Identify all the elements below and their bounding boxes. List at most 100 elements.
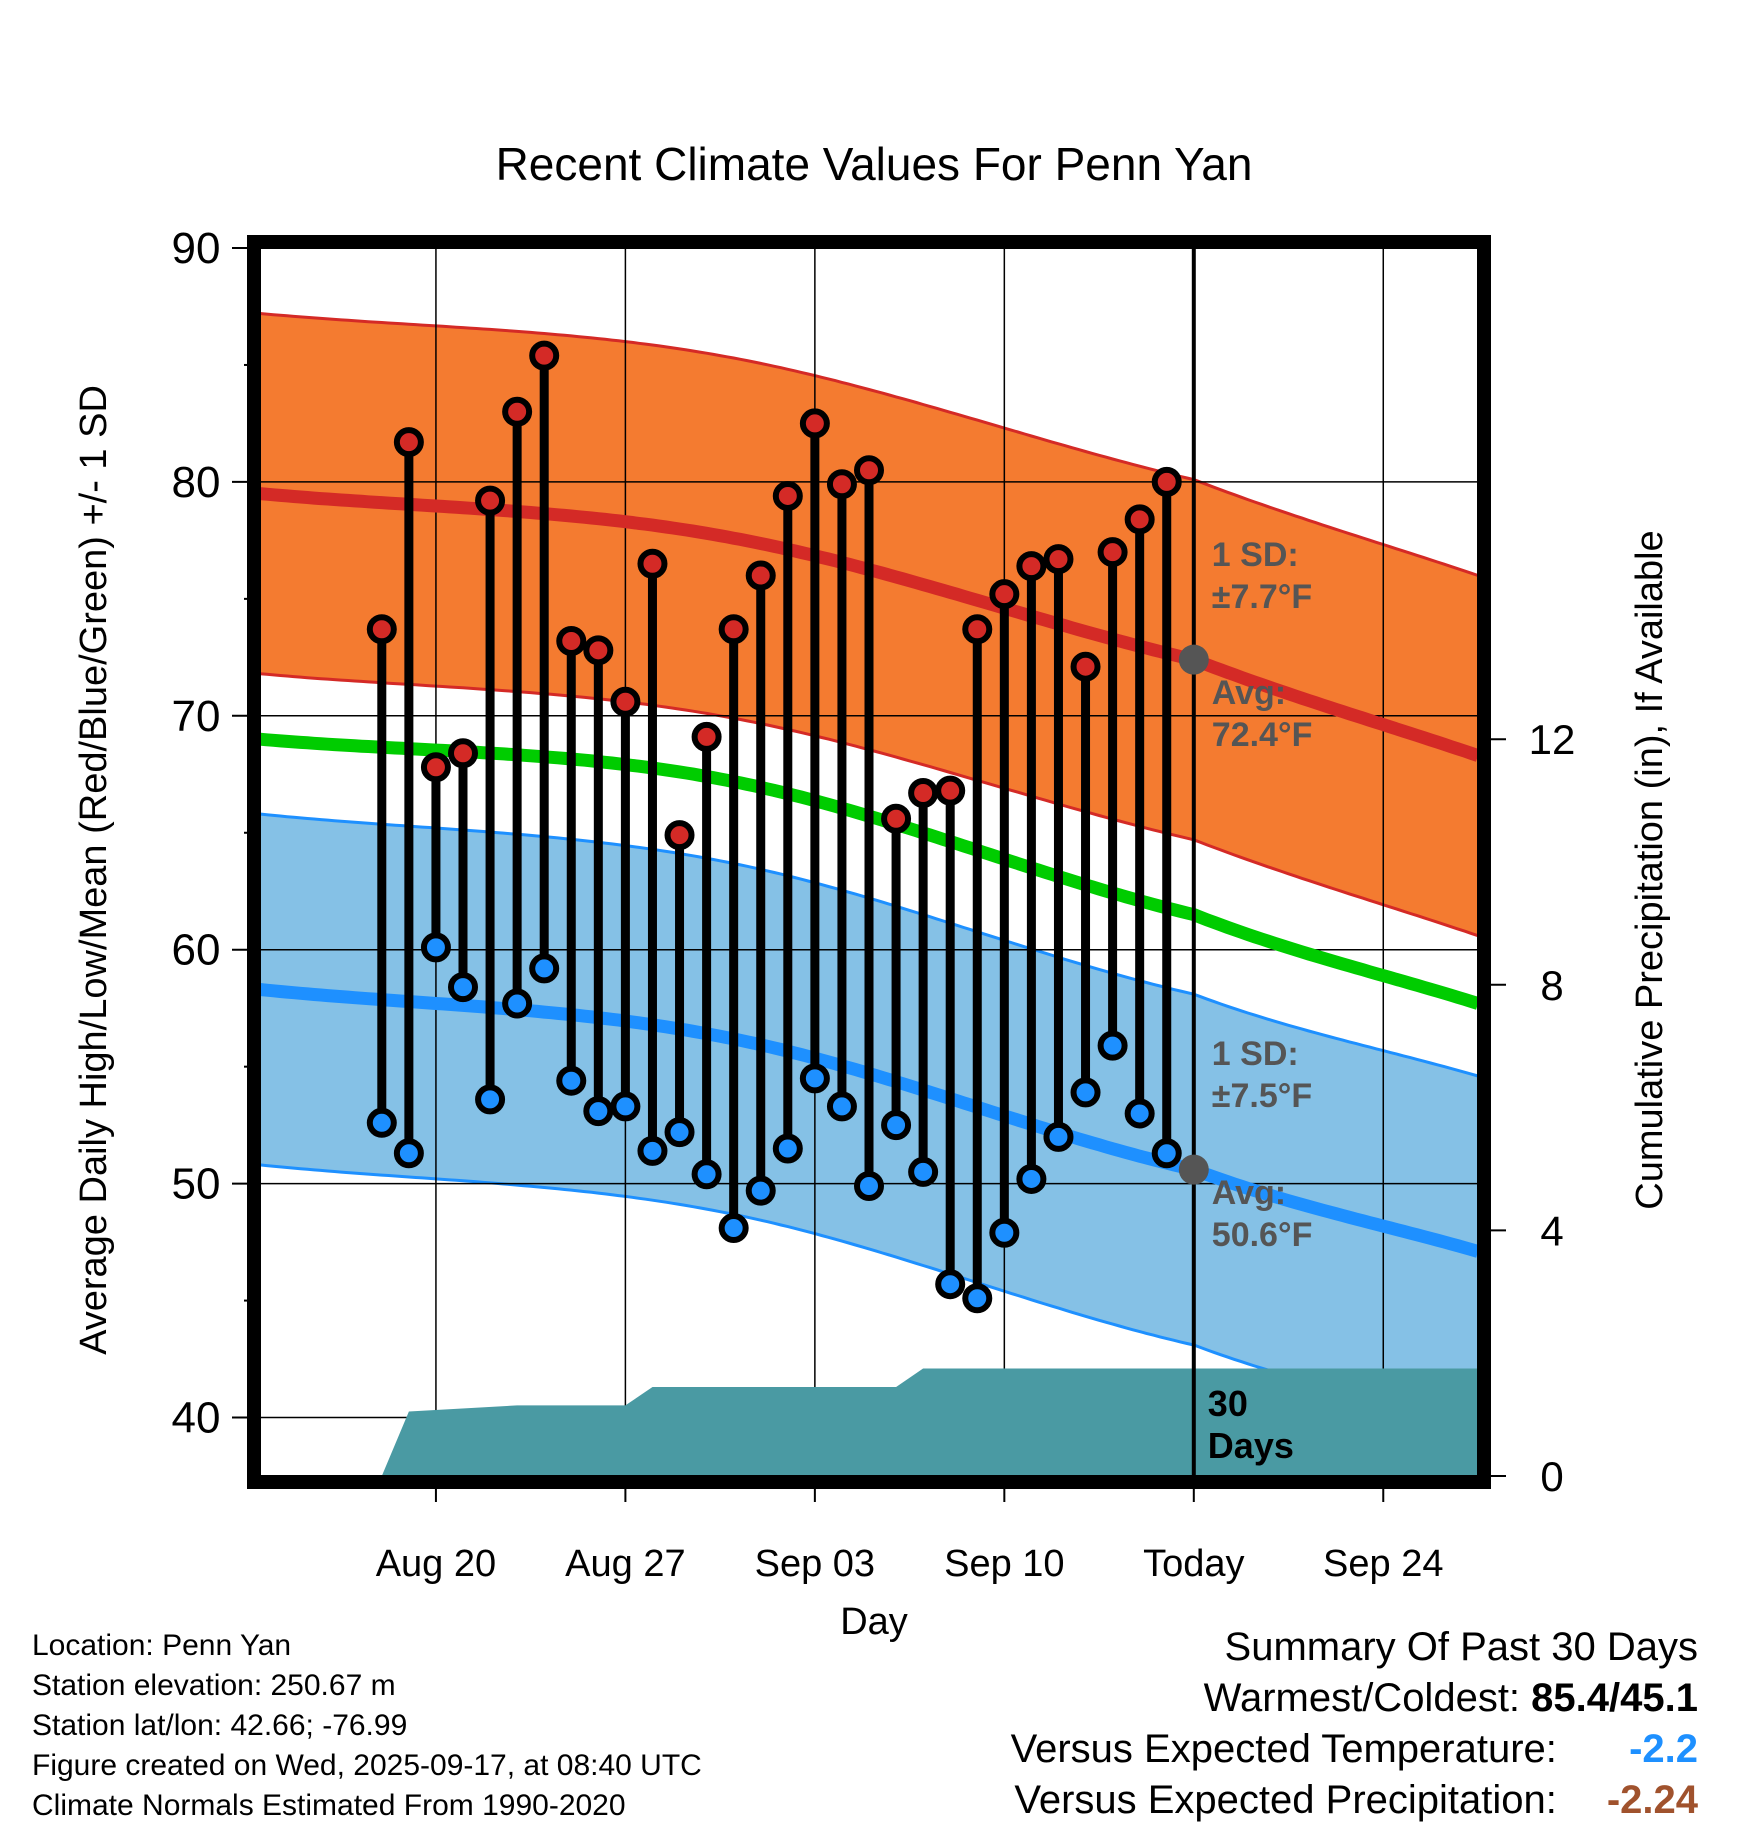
y-tick-label-70: 70 (172, 692, 221, 741)
day-record (799, 408, 830, 1094)
day-record (935, 775, 966, 1300)
daily-high-point (420, 752, 451, 783)
daily-low-point (772, 1133, 803, 1164)
day-record (826, 469, 857, 1122)
summary-warmest-row: Warmest/Coldest: 85.4/45.1 (1011, 1673, 1698, 1724)
daily-high-point (475, 485, 506, 516)
daily-low-point (826, 1091, 857, 1122)
day-record (664, 820, 695, 1148)
day-record (448, 738, 478, 1003)
day-record (529, 340, 560, 984)
daily-high-point (799, 408, 830, 439)
daily-low-point (718, 1213, 749, 1244)
daily-low-point (962, 1283, 993, 1314)
y2-tick-label-12: 12 (1529, 716, 1576, 763)
period-label-number: 30 (1208, 1383, 1248, 1424)
day-record (502, 396, 533, 1019)
precip-layer (260, 248, 1478, 1476)
day-record (854, 455, 884, 1201)
daily-high-point (854, 455, 884, 486)
day-record (691, 721, 722, 1190)
annotation-layer: 1 SD: ±7.7°F Avg: 72.4°F 1 SD: ±7.5°F Avg: 50.6… (1178, 536, 1312, 1466)
daily-low-point (448, 972, 478, 1003)
y-axis-label: Average Daily High/Low/Mean (Red/Blue/Gr… (73, 385, 115, 1355)
footer-created: Figure created on Wed, 2025-09-17, at 08… (32, 1749, 702, 1782)
daily-high-point (908, 777, 939, 808)
x-tick-label: Sep 10 (944, 1543, 1064, 1585)
low-avg-label: Avg: (1212, 1174, 1286, 1212)
day-record (1070, 651, 1101, 1108)
daily-low-point (366, 1107, 397, 1138)
daily-low-point (1151, 1138, 1182, 1169)
daily-low-point (583, 1096, 614, 1127)
day-record (962, 614, 993, 1314)
y-tick-label-90: 90 (172, 224, 221, 273)
x-axis-label: Day (840, 1601, 908, 1643)
daily-high-point (1151, 466, 1182, 497)
daily-high-point (962, 614, 993, 645)
daily-low-point (475, 1084, 506, 1115)
daily-low-point (529, 953, 560, 984)
summary-precip-row: Versus Expected Precipitation: -2.24 (1011, 1775, 1698, 1826)
daily-low-point (745, 1175, 776, 1206)
x-tick-label: Sep 24 (1323, 1543, 1443, 1585)
x-tick-label: Aug 27 (565, 1543, 685, 1585)
daily-high-point (529, 340, 560, 371)
y2-tick-label-4: 4 (1540, 1207, 1563, 1254)
daily-low-point (1016, 1163, 1047, 1194)
summary-panel: Summary Of Past 30 Days Warmest/Coldest:… (1011, 1622, 1698, 1826)
daily-high-point (1016, 551, 1047, 582)
daily-high-point (718, 614, 749, 645)
footer-elevation: Station elevation: 250.67 m (32, 1669, 396, 1702)
today-low-normal-marker (1178, 1154, 1209, 1185)
daily-low-point (556, 1065, 587, 1096)
day-record (475, 485, 506, 1115)
y2-tick-label-8: 8 (1540, 962, 1563, 1009)
daily-high-point (935, 775, 966, 806)
low-sd-value: ±7.5°F (1212, 1077, 1312, 1115)
y-tick-label-60: 60 (172, 926, 221, 975)
daily-high-point (745, 560, 776, 591)
y-tick-label-50: 50 (172, 1160, 221, 1209)
high-sd-label: 1 SD: (1212, 536, 1299, 574)
daily-low-point (799, 1063, 830, 1094)
daily-high-point (664, 820, 695, 851)
day-record (1151, 466, 1182, 1169)
daily-low-point (502, 988, 533, 1019)
daily-low-point (908, 1156, 939, 1187)
day-record (881, 803, 912, 1141)
day-record (393, 427, 424, 1169)
daily-low-point (935, 1269, 966, 1300)
high-band-upper-edge (259, 312, 1479, 577)
daily-high-point (366, 614, 397, 645)
daily-low-point (691, 1159, 722, 1190)
low-sd-label: 1 SD: (1212, 1035, 1299, 1073)
daily-low-point (393, 1138, 424, 1169)
daily-high-point (637, 548, 668, 579)
day-record (1016, 551, 1047, 1194)
daily-high-point (502, 396, 533, 427)
high-avg-label: Avg: (1212, 674, 1286, 712)
day-record (420, 752, 451, 963)
day-record (556, 625, 587, 1096)
daily-low-point (881, 1110, 912, 1141)
day-record (772, 480, 803, 1164)
summary-precip-label: Versus Expected Precipitation: (1014, 1778, 1557, 1822)
daily-high-point (1043, 544, 1074, 575)
daily-low-point (664, 1117, 695, 1148)
y-tick-label-40: 40 (172, 1394, 221, 1443)
daily-low-point (420, 932, 451, 963)
daily-high-point (826, 469, 857, 500)
today-high-normal-marker (1178, 644, 1209, 675)
day-record (583, 635, 614, 1127)
summary-warmest-value: 85.4/45.1 (1531, 1676, 1698, 1720)
daily-low-point (1124, 1098, 1155, 1129)
y2-axis-label: Cumulative Precipitation (in), If Availa… (1629, 530, 1671, 1209)
y2-tick-label-0: 0 (1540, 1453, 1563, 1500)
day-record (1097, 537, 1128, 1061)
daily-low-point (1070, 1077, 1101, 1108)
day-record (908, 777, 939, 1187)
daily-high-point (772, 480, 803, 511)
day-record (366, 614, 397, 1138)
